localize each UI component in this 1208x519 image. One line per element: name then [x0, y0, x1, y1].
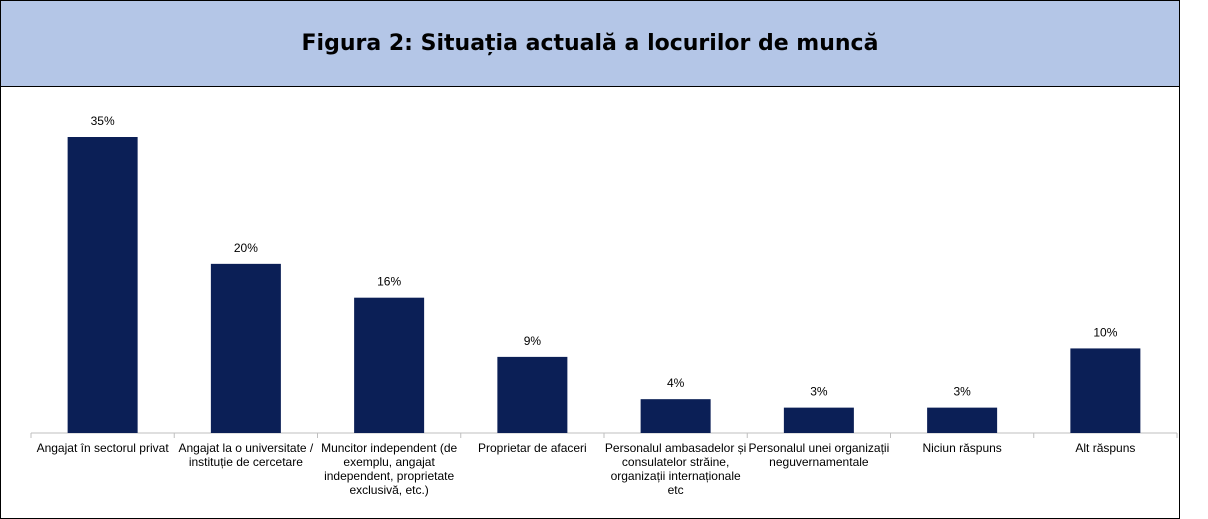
bar: [927, 407, 998, 433]
x-tick-label: Niciun răspuns: [922, 441, 1002, 455]
figure-frame: Figura 2: Situația actuală a locurilor d…: [0, 0, 1180, 519]
data-label: 3%: [810, 385, 828, 399]
x-tick-label: Angajat la o universitate / instituție d…: [178, 441, 314, 469]
x-tick-label: Muncitor independent (de exemplu, angaja…: [321, 441, 458, 497]
data-label: 10%: [1093, 325, 1117, 339]
data-label: 4%: [667, 376, 685, 390]
bar: [640, 399, 711, 433]
data-label: 16%: [377, 275, 401, 289]
data-label: 35%: [91, 114, 115, 128]
x-tick-label: Personalul ambasadelor și consulatelor s…: [604, 441, 747, 497]
data-label: 3%: [953, 385, 971, 399]
data-label: 20%: [234, 241, 258, 255]
bar: [783, 407, 854, 433]
bar: [354, 297, 425, 433]
x-tick-label: Angajat în sectorul privat: [36, 441, 169, 455]
bar: [497, 356, 568, 433]
data-label: 9%: [524, 334, 542, 348]
chart: 35% 20% 16% 9% 4% 3% 3% 10%: [30, 114, 1178, 438]
bar: [210, 263, 281, 433]
x-tick-label: Personalul unei organizații neguvernamen…: [748, 441, 890, 469]
header-band: [1, 1, 1179, 87]
bar: [67, 137, 138, 433]
x-tick-label: Proprietar de afaceri: [478, 441, 587, 455]
x-tick-label: Alt răspuns: [1075, 441, 1136, 455]
chart-title: Figura 2: Situația actuală a locurilor d…: [301, 31, 879, 56]
bar: [1070, 348, 1141, 433]
